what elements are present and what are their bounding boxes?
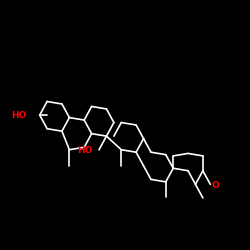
Text: HO: HO: [78, 146, 93, 156]
Text: HO: HO: [11, 110, 26, 120]
Text: O: O: [212, 181, 219, 190]
